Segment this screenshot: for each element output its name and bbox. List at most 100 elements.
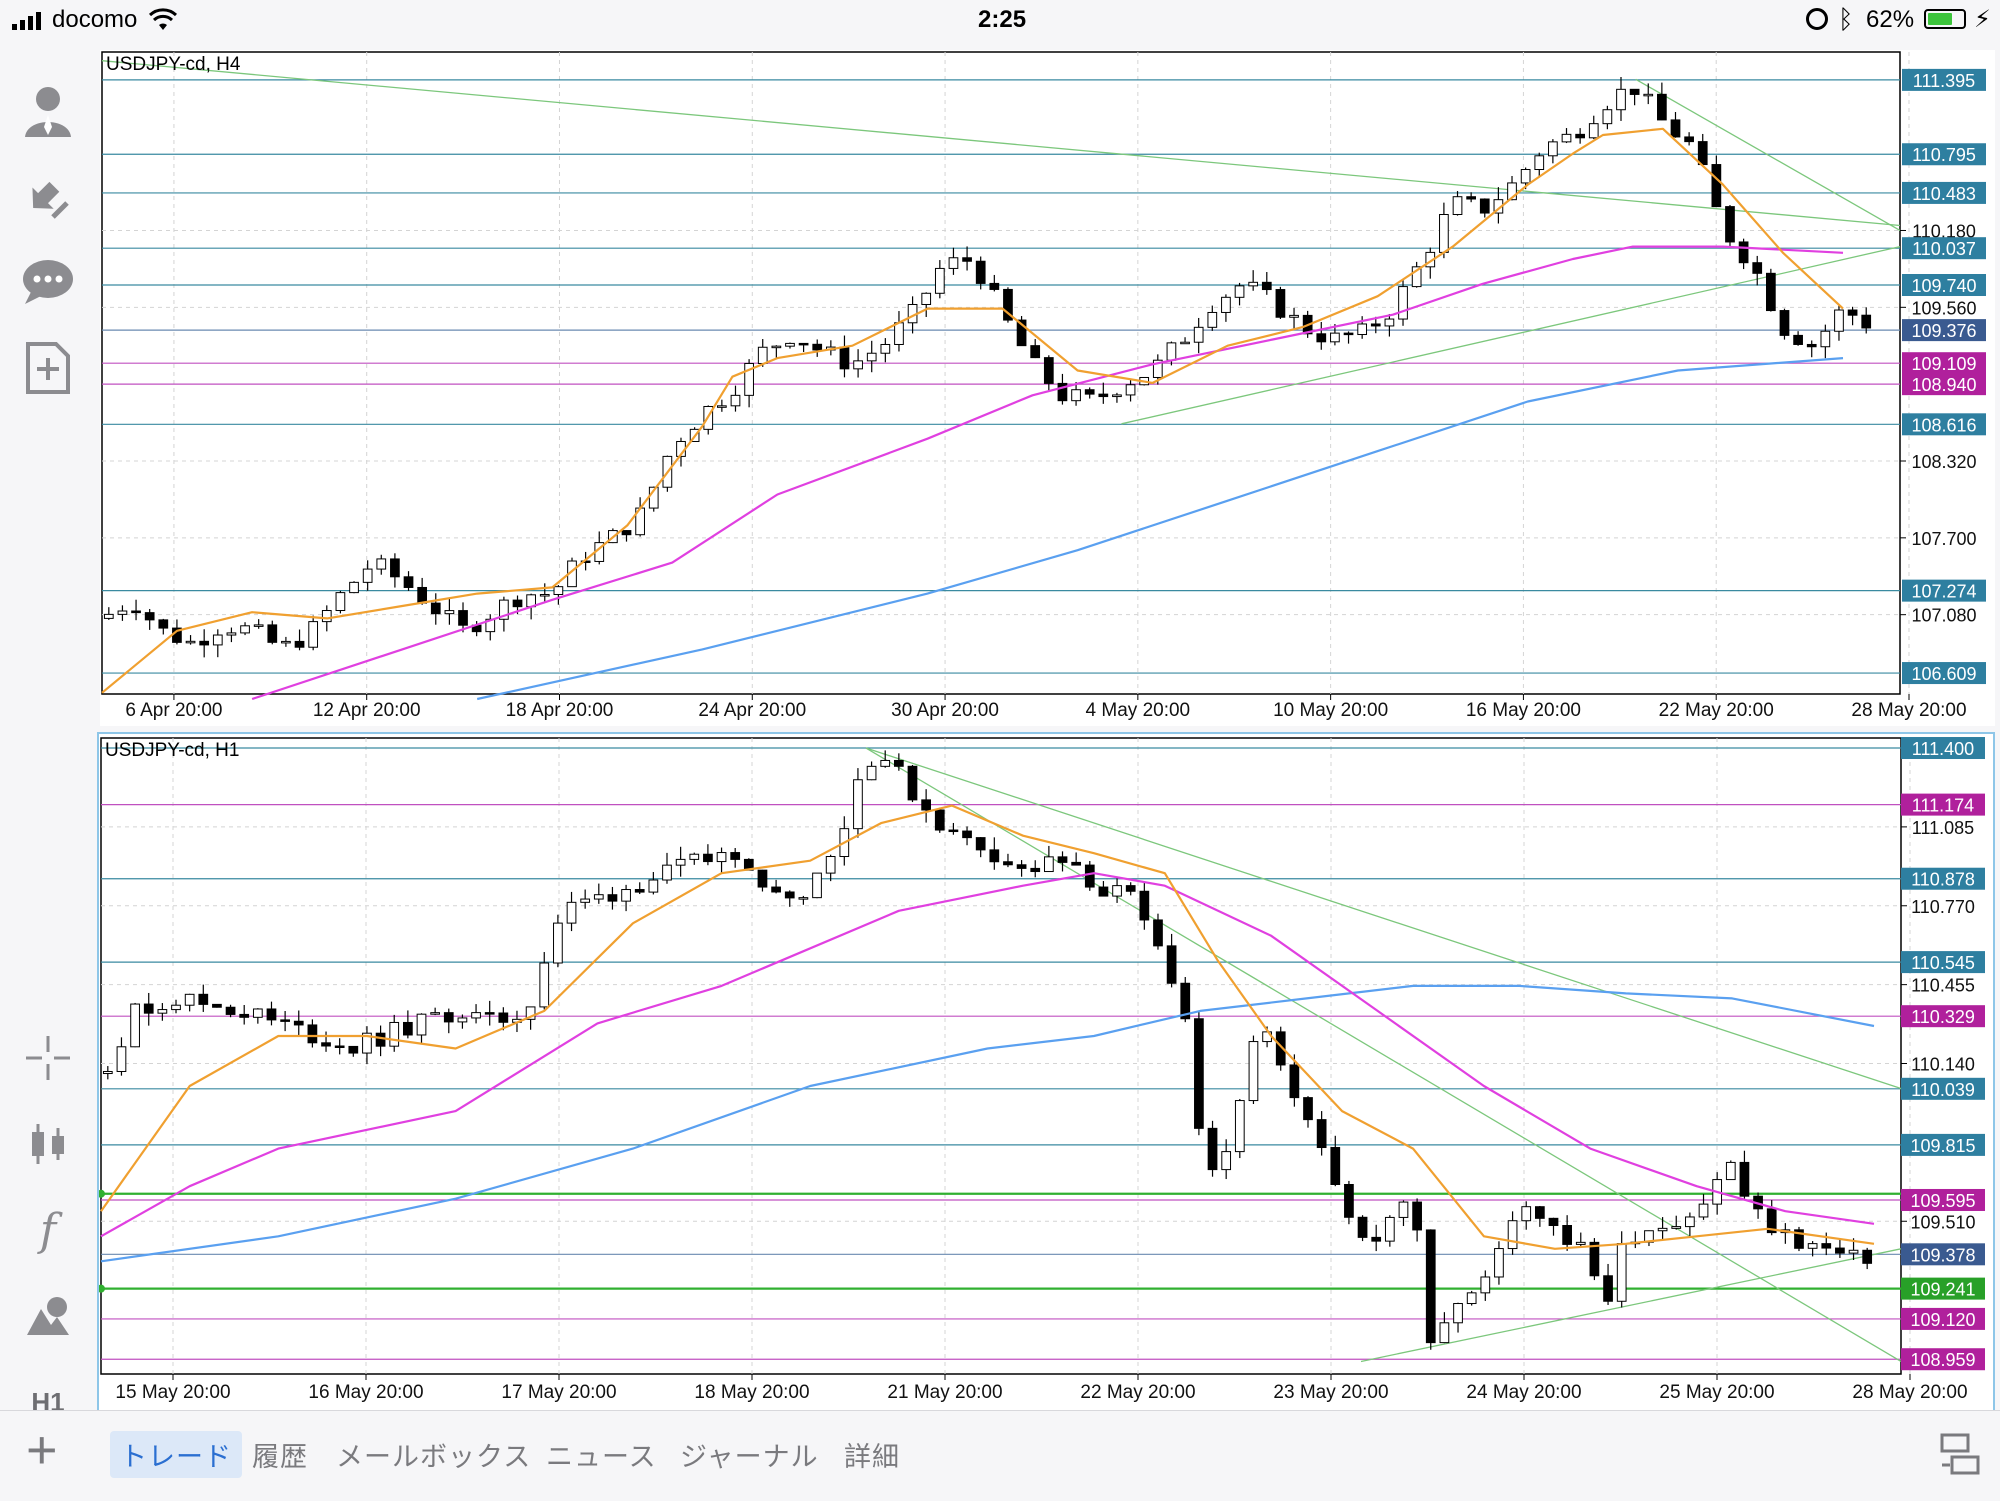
charging-icon: ⚡ bbox=[1974, 6, 1991, 33]
candle-body bbox=[553, 922, 563, 964]
candle-body bbox=[1234, 285, 1245, 298]
tab-trade[interactable]: トレード bbox=[110, 1431, 242, 1478]
x-tick-label: 24 May 20:00 bbox=[1466, 1382, 1581, 1403]
candle-body bbox=[1221, 296, 1231, 313]
moving-average-long bbox=[476, 357, 1844, 701]
chart-panel-h4[interactable]: 6 Apr 20:00 12 Apr 20:00 18 Apr 20:00 24 Ap… bbox=[100, 50, 1995, 726]
candle-body bbox=[880, 343, 891, 354]
candle-body bbox=[1684, 136, 1694, 143]
candle-body bbox=[348, 1045, 359, 1054]
wifi-icon bbox=[148, 8, 178, 30]
price-label: 110.878 bbox=[1911, 870, 1975, 890]
y-tick-label: 111.085 bbox=[1912, 818, 1974, 838]
indicator-f-icon[interactable]: f bbox=[39, 1204, 57, 1256]
candle-body bbox=[430, 602, 441, 615]
candle-body bbox=[1153, 919, 1163, 947]
candle-body bbox=[1180, 341, 1190, 345]
candle-body bbox=[689, 853, 700, 860]
chart-h1[interactable]: 15 May 20:00 16 May 20:00 17 May 20:00 18 M… bbox=[97, 734, 1993, 1410]
candle-body bbox=[1330, 332, 1340, 343]
chart-panel-h1[interactable]: 15 May 20:00 16 May 20:00 17 May 20:00 18 M… bbox=[97, 732, 1995, 1412]
candle-body bbox=[1520, 169, 1531, 184]
candle-body bbox=[1152, 359, 1163, 378]
account-icon[interactable] bbox=[18, 80, 78, 140]
candle-body bbox=[1030, 867, 1041, 873]
candle-body bbox=[1466, 1292, 1477, 1305]
candle-body bbox=[1112, 394, 1122, 398]
chart-h4[interactable]: 6 Apr 20:00 12 Apr 20:00 18 Apr 20:00 24 Ap… bbox=[100, 50, 1995, 726]
price-label: 110.545 bbox=[1911, 953, 1975, 973]
candle-body bbox=[1657, 1227, 1668, 1232]
price-label-box bbox=[1901, 1077, 1985, 1100]
candle-body bbox=[349, 581, 359, 594]
candle-body bbox=[1738, 241, 1749, 264]
candle-body bbox=[1439, 1322, 1450, 1344]
candle-body bbox=[1765, 272, 1776, 312]
candle-body bbox=[1698, 1203, 1709, 1218]
candle-body bbox=[553, 586, 564, 596]
candle-body bbox=[499, 599, 509, 620]
y-tick-label: 109.510 bbox=[1910, 1212, 1975, 1232]
x-tick-label: 24 Apr 20:00 bbox=[698, 700, 806, 721]
candle-body bbox=[1398, 286, 1408, 320]
candle-body bbox=[566, 901, 577, 924]
y-tick-label: 107.700 bbox=[1911, 529, 1976, 549]
split-view-icon[interactable] bbox=[1940, 1433, 1980, 1477]
candle-body bbox=[144, 612, 155, 621]
candle-body bbox=[389, 1021, 400, 1047]
candle-body bbox=[1043, 357, 1054, 384]
price-label: 109.241 bbox=[1910, 1280, 1975, 1300]
price-label: 109.376 bbox=[1911, 321, 1976, 341]
trendline bbox=[865, 747, 1902, 1090]
candle-body bbox=[607, 894, 618, 902]
candle-body bbox=[1548, 141, 1558, 157]
candle-body bbox=[1779, 310, 1790, 336]
candle-body bbox=[403, 576, 414, 588]
price-label-box bbox=[1901, 1307, 1985, 1330]
tab-history[interactable]: 履歴 bbox=[252, 1442, 308, 1472]
candle-body bbox=[1098, 886, 1109, 897]
candle-body bbox=[1794, 1229, 1804, 1249]
chat-icon[interactable] bbox=[18, 252, 78, 312]
crosshair-icon[interactable] bbox=[18, 1028, 78, 1088]
tab-details[interactable]: 詳細 bbox=[844, 1442, 900, 1472]
candle-body bbox=[1016, 864, 1027, 869]
new-order-icon[interactable] bbox=[18, 338, 78, 398]
candle-body bbox=[1425, 1229, 1436, 1344]
candle-body bbox=[1725, 206, 1735, 243]
x-tick-label: 18 May 20:00 bbox=[694, 1382, 809, 1403]
candle-body bbox=[1275, 289, 1286, 318]
candle-body bbox=[1439, 214, 1449, 253]
deposit-withdraw-icon[interactable] bbox=[18, 166, 78, 226]
candle-body bbox=[471, 1012, 481, 1019]
tab-mailbox[interactable]: メールボックス bbox=[336, 1442, 532, 1472]
candle-body bbox=[131, 610, 141, 614]
candle-body bbox=[757, 869, 768, 888]
candle-body bbox=[1725, 1161, 1736, 1181]
candle-body bbox=[362, 1032, 372, 1054]
price-label-box bbox=[1901, 1277, 1985, 1300]
candlestick-icon[interactable] bbox=[18, 1114, 78, 1174]
candle-body bbox=[1180, 982, 1191, 1020]
candle-body bbox=[675, 858, 686, 866]
price-label-box bbox=[1902, 237, 1986, 260]
x-tick-label: 4 May 20:00 bbox=[1086, 700, 1191, 721]
candle-body bbox=[853, 779, 863, 830]
candle-body bbox=[934, 267, 945, 294]
candle-body bbox=[1807, 1243, 1818, 1249]
candle-body bbox=[1820, 330, 1831, 348]
candle-body bbox=[716, 852, 727, 863]
tab-news[interactable]: ニュース bbox=[546, 1442, 657, 1472]
price-label-box bbox=[1902, 373, 1986, 396]
price-label: 109.740 bbox=[1911, 276, 1976, 296]
tab-journal[interactable]: ジャーナル bbox=[680, 1442, 819, 1472]
candle-body bbox=[1575, 1241, 1586, 1245]
candle-body bbox=[962, 257, 972, 262]
add-chart-button[interactable]: + bbox=[26, 1420, 58, 1480]
objects-icon[interactable] bbox=[18, 1286, 78, 1346]
candle-body bbox=[1507, 1220, 1518, 1250]
price-label-box bbox=[1902, 662, 1986, 685]
x-tick-label: 22 May 20:00 bbox=[1659, 700, 1774, 721]
candle-body bbox=[417, 586, 428, 604]
candle-body bbox=[621, 530, 632, 536]
